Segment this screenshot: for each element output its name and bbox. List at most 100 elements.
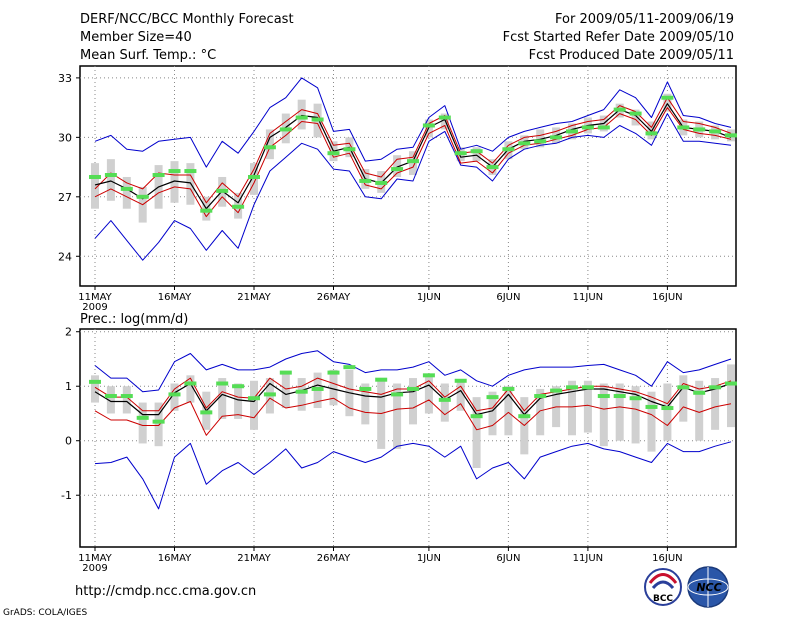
- temp-min-line: [94, 113, 732, 261]
- precip-median-marker: [422, 373, 435, 378]
- temp-y-tick-label: 33: [58, 72, 72, 85]
- precip-spread-box: [250, 380, 258, 430]
- bcc-logo-arc-blue: [651, 580, 675, 590]
- precip-x-tick-label: 26MAY: [317, 553, 351, 564]
- temp-x-tick-label: 11MAY: [78, 292, 112, 303]
- precip-variable-label: Prec.: log(mm/d): [80, 312, 188, 327]
- temp-median-marker: [422, 123, 435, 128]
- temp-median-marker: [566, 129, 578, 134]
- temp-x-tick-label: 11JUN: [573, 292, 603, 303]
- temp-lower-line: [94, 107, 732, 218]
- precip-spread-box: [361, 383, 370, 425]
- precip-spread-box: [488, 391, 497, 436]
- member-size-label: Member Size=40: [80, 30, 192, 45]
- precip-spread-box: [456, 380, 465, 411]
- precip-median-marker: [502, 386, 515, 391]
- temp-spread-box: [536, 129, 545, 148]
- temp-median-marker: [263, 145, 276, 150]
- temp-x-tick-label: 21MAY: [237, 292, 271, 303]
- temp-spread-box: [122, 176, 131, 209]
- precip-median-marker: [629, 396, 642, 401]
- precip-median-marker: [263, 392, 276, 397]
- precip-x-tick-label: 1JUN: [417, 553, 441, 564]
- temp-x-tick-label: 6JUN: [496, 292, 520, 303]
- precip-spread-box: [424, 375, 433, 414]
- forecast-start-date: Fcst Started Refer Date 2009/05/10: [503, 30, 734, 45]
- temp-spread-box: [91, 163, 99, 209]
- precip-x-tick-label: 11JUN: [573, 553, 603, 564]
- precip-median-marker: [391, 392, 404, 397]
- temp-median-marker: [391, 167, 404, 172]
- temp-spread-box: [663, 93, 672, 112]
- precip-min-line: [94, 441, 732, 510]
- temp-median-marker: [470, 149, 483, 154]
- precip-median-marker: [407, 386, 419, 391]
- temp-median-marker: [629, 111, 642, 116]
- precip-median-marker: [645, 404, 658, 409]
- precip-median-marker: [136, 415, 149, 420]
- temp-spread-box: [106, 159, 115, 201]
- precip-spread-box: [472, 397, 481, 468]
- forecast-period: For 2009/05/11-2009/06/19: [555, 12, 734, 27]
- precip-spread-box: [631, 386, 640, 444]
- precip-median-marker: [581, 385, 594, 390]
- precip-median-marker: [120, 394, 133, 399]
- precip-median-marker: [343, 365, 356, 370]
- temp-median-marker: [645, 131, 658, 136]
- precip-spread-box: [440, 383, 449, 422]
- temp-x-tick-label: 16JUN: [652, 292, 682, 303]
- precip-lower-line: [94, 397, 732, 436]
- precip-spread-box: [583, 380, 592, 433]
- precip-year-label: 2009: [82, 563, 107, 574]
- precip-median-marker: [184, 381, 197, 386]
- precip-spread-box: [297, 378, 306, 411]
- precip-spread-box: [186, 375, 195, 403]
- precip-spread-box: [568, 380, 576, 436]
- precip-median-marker: [693, 390, 706, 395]
- ncc-logo: NCC: [687, 566, 729, 608]
- precip-spread-box: [711, 378, 720, 430]
- temp-upper-line: [94, 97, 732, 204]
- temp-year-label: 2009: [82, 302, 107, 313]
- temp-median-marker: [709, 129, 722, 134]
- temp-spread-box: [472, 147, 481, 162]
- precip-spread-box: [647, 391, 656, 452]
- precip-y-tick-label: -1: [61, 489, 72, 502]
- precip-median-marker: [232, 384, 245, 389]
- precip-median-marker: [359, 386, 372, 391]
- temp-median-marker: [375, 180, 388, 185]
- temp-spread-box: [170, 161, 179, 203]
- temp-x-tick-label: 26MAY: [317, 292, 351, 303]
- bcc-logo: BCC: [644, 568, 682, 606]
- temp-median-marker: [407, 159, 419, 164]
- precip-median-marker: [566, 385, 578, 390]
- temp-spread-box: [297, 99, 306, 130]
- temp-x-tick-label: 1JUN: [417, 292, 441, 303]
- temp-median-marker: [89, 174, 101, 179]
- precip-median-marker: [486, 395, 499, 400]
- temp-spread-box: [631, 109, 640, 126]
- precip-spread-box: [234, 383, 243, 419]
- temp-spread-box: [440, 113, 449, 130]
- precip-median-marker: [200, 410, 213, 415]
- precip-spread-box: [122, 386, 131, 414]
- precip-spread-box: [154, 402, 163, 447]
- temp-x-tick-label: 16MAY: [158, 292, 192, 303]
- temp-median-marker: [359, 178, 372, 183]
- temp-median-marker: [184, 169, 197, 174]
- precip-x-tick-label: 11MAY: [78, 553, 112, 564]
- temp-median-marker: [550, 135, 563, 140]
- bcc-logo-arc-red: [648, 573, 678, 584]
- temp-median-marker: [502, 147, 515, 152]
- temp-median-marker: [693, 127, 706, 132]
- precip-mean-line: [94, 382, 732, 416]
- temp-median-marker: [279, 127, 292, 132]
- precip-median-marker: [597, 394, 610, 399]
- precip-spread-box: [329, 369, 338, 406]
- precip-spread-box: [138, 402, 147, 444]
- precip-median-marker: [152, 419, 165, 424]
- temp-median-marker: [597, 125, 610, 130]
- precip-median-marker: [518, 414, 531, 419]
- precip-spread-box: [91, 375, 99, 403]
